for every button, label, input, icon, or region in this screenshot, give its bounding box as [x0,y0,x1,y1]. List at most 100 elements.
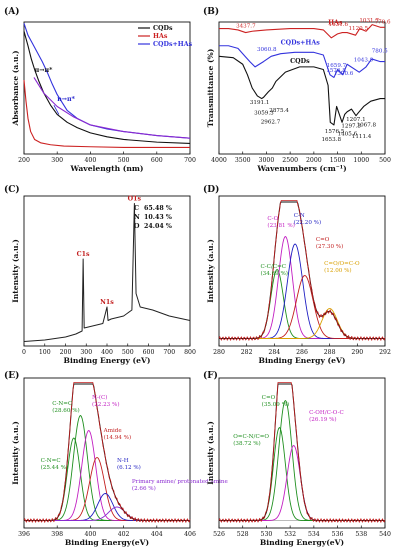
y-axis-label: Intensity (a.u.) [11,239,20,303]
component-percent: (27.30 %) [316,243,343,250]
element-percent: 65.48 % [144,205,172,212]
fit-component-1 [219,400,385,521]
peak-label: 3437.7 [236,23,256,29]
envelope-fit [219,383,385,521]
y-axis-label: Intensity (a.u.) [206,421,215,485]
y-axis-label: Intensity (a.u.) [206,239,215,303]
x-tick-label: 400 [84,157,96,164]
panel-a: (A) 200 300 400 500 600 700 Wavelength (nm) Abso… [4,6,196,173]
legend-entry: CQDs+HAs [153,41,193,48]
x-tick-label: 288 [324,349,336,356]
x-tick-label: 4000 [211,157,227,164]
element-label: N [134,214,140,221]
component-label: C-C/C=C [261,264,287,270]
panel-label: (D) [203,184,219,195]
series-line-1 [219,45,385,78]
component-label: O=C-N/C=O [233,434,269,440]
x-tick-label: 400 [84,531,96,538]
x-tick-label: 200 [60,349,72,356]
x-axis-label: Binding Energy(eV) [260,538,344,547]
component-percent: (22.23 %) [92,401,119,408]
x-tick-label: 700 [163,349,175,356]
x-tick-label: 0 [22,349,26,356]
peak-label: 1043.9 [354,58,374,64]
x-tick-label: 534 [308,531,320,538]
component-label: C-N=C [41,458,61,464]
component-percent: (26.19 %) [309,416,336,423]
x-tick-label: 300 [80,349,92,356]
component-label: C=O [262,395,276,401]
x-tick-label: 286 [296,349,308,356]
x-axis-label: Wavelength (nm) [70,164,144,173]
x-tick-label: 2000 [306,157,322,164]
component-label: C-O [267,216,278,222]
x-tick-label: 406 [184,531,196,538]
raw-spectrum [218,200,386,341]
peak-label: 3059.3 [254,110,274,116]
peak-c1s: C1s [77,251,90,258]
peak-label: 1297.3 [341,124,361,130]
peak-label: 1207.1 [346,117,366,123]
x-tick-label: 536 [332,531,344,538]
fit-component-2 [219,243,385,339]
component-percent: (2.66 %) [132,485,156,492]
peak-label: 1031.7 [359,18,379,24]
peak-label: 3191.1 [250,100,270,106]
element-label: O [134,223,140,230]
component-label: C-N [294,213,305,219]
panel-label: (F) [203,370,218,381]
x-tick-label: 282 [241,349,253,356]
peak-label: 1111.4 [352,134,372,140]
x-tick-label: 538 [355,531,367,538]
x-tick-label: 2500 [282,157,298,164]
x-tick-label: 500 [118,157,130,164]
x-axis-label: Binding Energy (eV) [64,356,151,365]
peak-label: 1659.7 [327,63,347,69]
series-line-0 [219,24,385,39]
peak-n1s: N1s [100,299,114,306]
fit-component-3 [219,275,385,339]
series-line-3 [33,77,191,139]
x-tick-label: 292 [379,349,391,356]
component-percent: (23.81 %) [267,222,294,229]
y-axis-label: Intensity (a.u.) [11,421,20,485]
panel-label: (C) [4,184,20,195]
x-tick-label: 284 [268,349,280,356]
x-tick-label: 402 [118,531,130,538]
annotation-0: π→π* [35,67,53,74]
series-name: CQDs [290,58,310,65]
component-percent: (34.69 %) [261,270,288,277]
legend-entry: HAs [153,33,168,40]
x-tick-label: 600 [143,349,155,356]
series-name: HAs [328,20,343,27]
plot-frame [218,377,386,529]
x-tick-label: 600 [151,157,163,164]
x-axis-label: Wavenumbers (cm⁻¹) [256,164,346,173]
component-label: Primary amine/ protonated amine [132,479,229,485]
panel-label: (B) [203,6,219,17]
component-label: C-N=C [52,401,72,407]
component-percent: (22.20 %) [294,219,321,226]
peak-label: 1067.8 [357,122,377,128]
x-tick-label: 404 [151,531,163,538]
peak-label: 3060.8 [257,47,277,53]
y-axis-label: Transmittance (%) [206,49,215,128]
element-label: C [134,205,139,212]
fit-component-2 [24,430,190,521]
component-percent: (28.60 %) [52,407,79,414]
peak-label: 2875.4 [269,108,289,114]
component-label: C=O/O=C-O [324,261,360,267]
survey-spectrum [23,203,191,342]
panel-d: (D) 280 282 284 286 288 290 292 Binding Energy (… [203,184,391,365]
x-tick-label: 400 [101,349,113,356]
element-percent: 10.43 % [144,214,172,221]
x-tick-label: 396 [18,531,30,538]
composition-table: C 65.48 % N 10.43 % O 24.04 % [134,205,172,230]
x-tick-label: 1000 [353,157,369,164]
peak-label: 770.6 [375,19,391,25]
component-percent: (35.09 %) [262,401,289,408]
peak-label: 1120.5 [348,26,368,32]
peak-label: 1653.8 [321,137,341,143]
y-axis-label: Absorbance (a.u.) [11,50,20,126]
